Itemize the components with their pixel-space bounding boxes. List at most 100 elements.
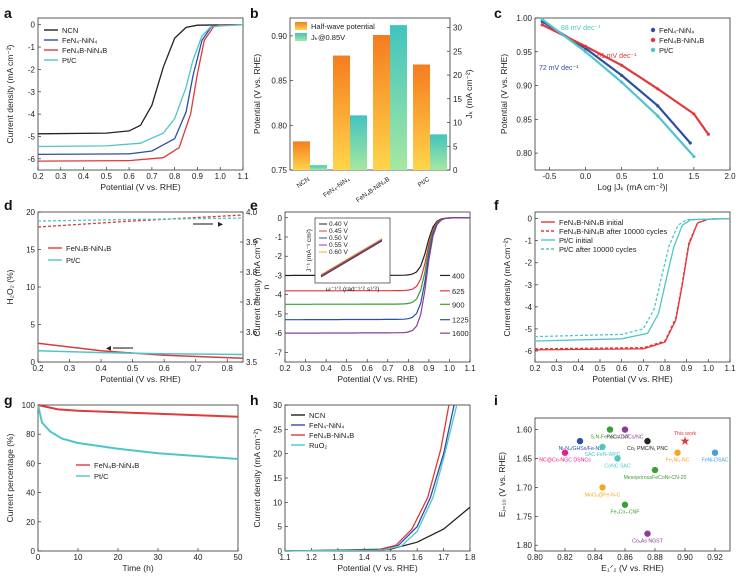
f-plot-frame xyxy=(534,211,731,363)
c-y-tick-label: 0.95 xyxy=(516,48,532,57)
c-x-axis-label: Log |Jₖ (mA cm⁻²)| xyxy=(597,182,667,192)
e-inset-legend-label: 0.60 V xyxy=(329,249,348,256)
h-x-tick-label: 1.6 xyxy=(412,553,424,562)
b-y-tick-label: 0.80 xyxy=(271,121,287,130)
panel-label-c: c xyxy=(494,5,502,21)
b-y2-tick-label: 30 xyxy=(453,24,462,33)
i-point-label: CoNC SAC xyxy=(604,463,630,469)
d-legend-label: Pt/C xyxy=(66,256,81,265)
d-arrow-h2o2-head: ◀ xyxy=(106,345,112,352)
i-point xyxy=(621,501,629,508)
d-x-tick-label: 0.2 xyxy=(32,364,44,373)
g-y-tick-label: 40 xyxy=(26,489,35,498)
e-plot-frame xyxy=(284,211,471,363)
c-point xyxy=(656,87,660,91)
c-y-tick-label: 1.00 xyxy=(516,14,532,23)
a-x-tick-label: 1.0 xyxy=(215,172,227,181)
i-point-label: SAC-FeN-WPC xyxy=(584,452,620,458)
d-y-axis-label-right: n xyxy=(261,284,271,289)
panel-g: 0 10 20 30 40 50 0 20 40 60 80 100 FeN₄B-NiN₄B Pt/C Ti… xyxy=(5,401,243,573)
f-x-tick-label: 1.0 xyxy=(703,364,715,373)
e-inset-xlabel: ω⁻¹ᐟ² (rad⁻¹ᐟ² s¹ᐟ²) xyxy=(326,286,380,293)
e-rpm-label: 1225 xyxy=(452,316,469,325)
c-x-tick-label: 1.0 xyxy=(652,172,664,181)
g-y-tick-label: 0 xyxy=(31,547,36,556)
i-point-label: MnO₂@Fe-N-C xyxy=(585,492,621,498)
d-y-tick-label: 5 xyxy=(31,321,36,330)
d-arrow-n-head: ▶ xyxy=(218,221,224,228)
d-y2-tick-label: 3.5 xyxy=(246,358,258,367)
f-y-axis-label: Current density (mA cm⁻²) xyxy=(502,237,512,336)
g-x-tick-label: 30 xyxy=(154,553,163,562)
c-y-tick-label: 0.90 xyxy=(516,82,532,91)
e-rpm-label: 400 xyxy=(452,271,465,280)
a-x-tick-label: 0.5 xyxy=(101,172,113,181)
e-inset-line xyxy=(320,239,383,277)
a-legend-label: NCN xyxy=(62,26,78,35)
f-x-tick-label: 0.9 xyxy=(681,364,693,373)
a-y-tick-label: -6 xyxy=(28,155,36,164)
b-bar-jk-3 xyxy=(430,134,447,170)
c-legend-label: Pt/C xyxy=(659,46,674,55)
c-y-tick-label: 0.85 xyxy=(516,115,532,124)
c-point xyxy=(620,73,624,78)
i-point xyxy=(644,437,651,445)
i-point-label: FeCo-DACs/NC xyxy=(607,435,644,441)
a-y-tick-label: -2 xyxy=(28,65,36,74)
f-x-tick-label: 0.3 xyxy=(551,364,563,373)
f-legend-label: FeN₄B-NiN₄B after 10000 cycles xyxy=(559,227,667,236)
i-point-label: Ni-N₄/GHSs/Fe-N₄ xyxy=(559,446,602,452)
e-inset-line xyxy=(320,238,383,276)
c-point xyxy=(620,63,624,67)
g-y-tick-label: 80 xyxy=(26,430,35,439)
i-point-label: Fe₁Ni₁-NC xyxy=(666,458,690,464)
e-y-tick-label: -3 xyxy=(275,271,283,280)
c-x-tick-label: 2.0 xyxy=(724,172,736,181)
i-point xyxy=(621,426,629,433)
a-x-tick-label: 0.9 xyxy=(192,172,204,181)
i-x-tick-label: 0.82 xyxy=(557,553,573,562)
e-inset-legend-label: 0.55 V xyxy=(329,242,348,249)
i-point xyxy=(576,437,584,445)
panel-d: 0.2 0.3 0.4 0.5 0.6 0.7 0.8 0 5 10 15 20 3.5 3.6 3.7 3.… xyxy=(5,208,271,384)
c-point xyxy=(583,44,588,48)
e-x-tick-label: 1.1 xyxy=(464,364,476,373)
b-y2-tick-label: 10 xyxy=(453,119,462,128)
g-series-Pt/C xyxy=(37,404,239,460)
c-point xyxy=(656,114,660,118)
g-y-tick-label: 100 xyxy=(22,401,36,410)
a-x-tick-label: 0.4 xyxy=(78,172,90,181)
d-y2-tick-label: 3.8 xyxy=(246,268,258,277)
panel-label-f: f xyxy=(494,197,499,213)
c-point xyxy=(620,80,624,84)
a-x-tick-label: 0.7 xyxy=(146,172,158,181)
panel-e: 0.2 0.3 0.4 0.5 0.6 0.7 0.8 0.9 1.0 1.1 0 -1 -2 -3 -4 -… xyxy=(252,211,476,384)
i-x-tick-label: 0.84 xyxy=(587,553,603,562)
h-y-axis-label: Current density (mA cm⁻²) xyxy=(252,428,262,527)
g-legend-label: FeN₄B-NiN₄B xyxy=(94,461,139,470)
g-series-FeN4B-NiN4B xyxy=(37,404,239,418)
panel-b: 0.75 0.80 0.85 0.90 0 5 10 15 20 25 30 NCN FeN₄-NiN₄… xyxy=(252,17,474,204)
b-legend-swatch xyxy=(295,33,307,41)
panel-label-e: e xyxy=(250,197,258,213)
g-legend-label: Pt/C xyxy=(94,472,109,481)
i-point-label: FeNi-DSAC xyxy=(701,458,728,464)
f-x-tick-label: 0.2 xyxy=(529,364,541,373)
d-plot-frame xyxy=(37,211,244,363)
i-point xyxy=(614,455,621,462)
b-bar-jk-0 xyxy=(310,165,327,170)
h-legend-label: NCN xyxy=(309,411,325,420)
f-series-Pt/C initial xyxy=(534,217,731,342)
d-x-axis-label: Potential (V vs. RHE) xyxy=(100,374,180,384)
f-y-tick-label: -2 xyxy=(525,259,533,268)
i-point-label: Co₅As NGST xyxy=(632,539,663,545)
b-y2-tick-label: 25 xyxy=(453,47,462,56)
b-bar-halfwave-1 xyxy=(333,55,350,170)
i-y-tick-label: 1.75 xyxy=(516,512,532,521)
b-plot-frame xyxy=(289,17,451,171)
c-x-tick-label: 0.5 xyxy=(616,172,628,181)
f-y-tick-label: 0 xyxy=(528,215,533,224)
d-x-tick-label: 0.4 xyxy=(96,364,108,373)
e-y-tick-label: -7 xyxy=(275,348,283,357)
e-inset-legend-label: 0.50 V xyxy=(329,235,348,242)
